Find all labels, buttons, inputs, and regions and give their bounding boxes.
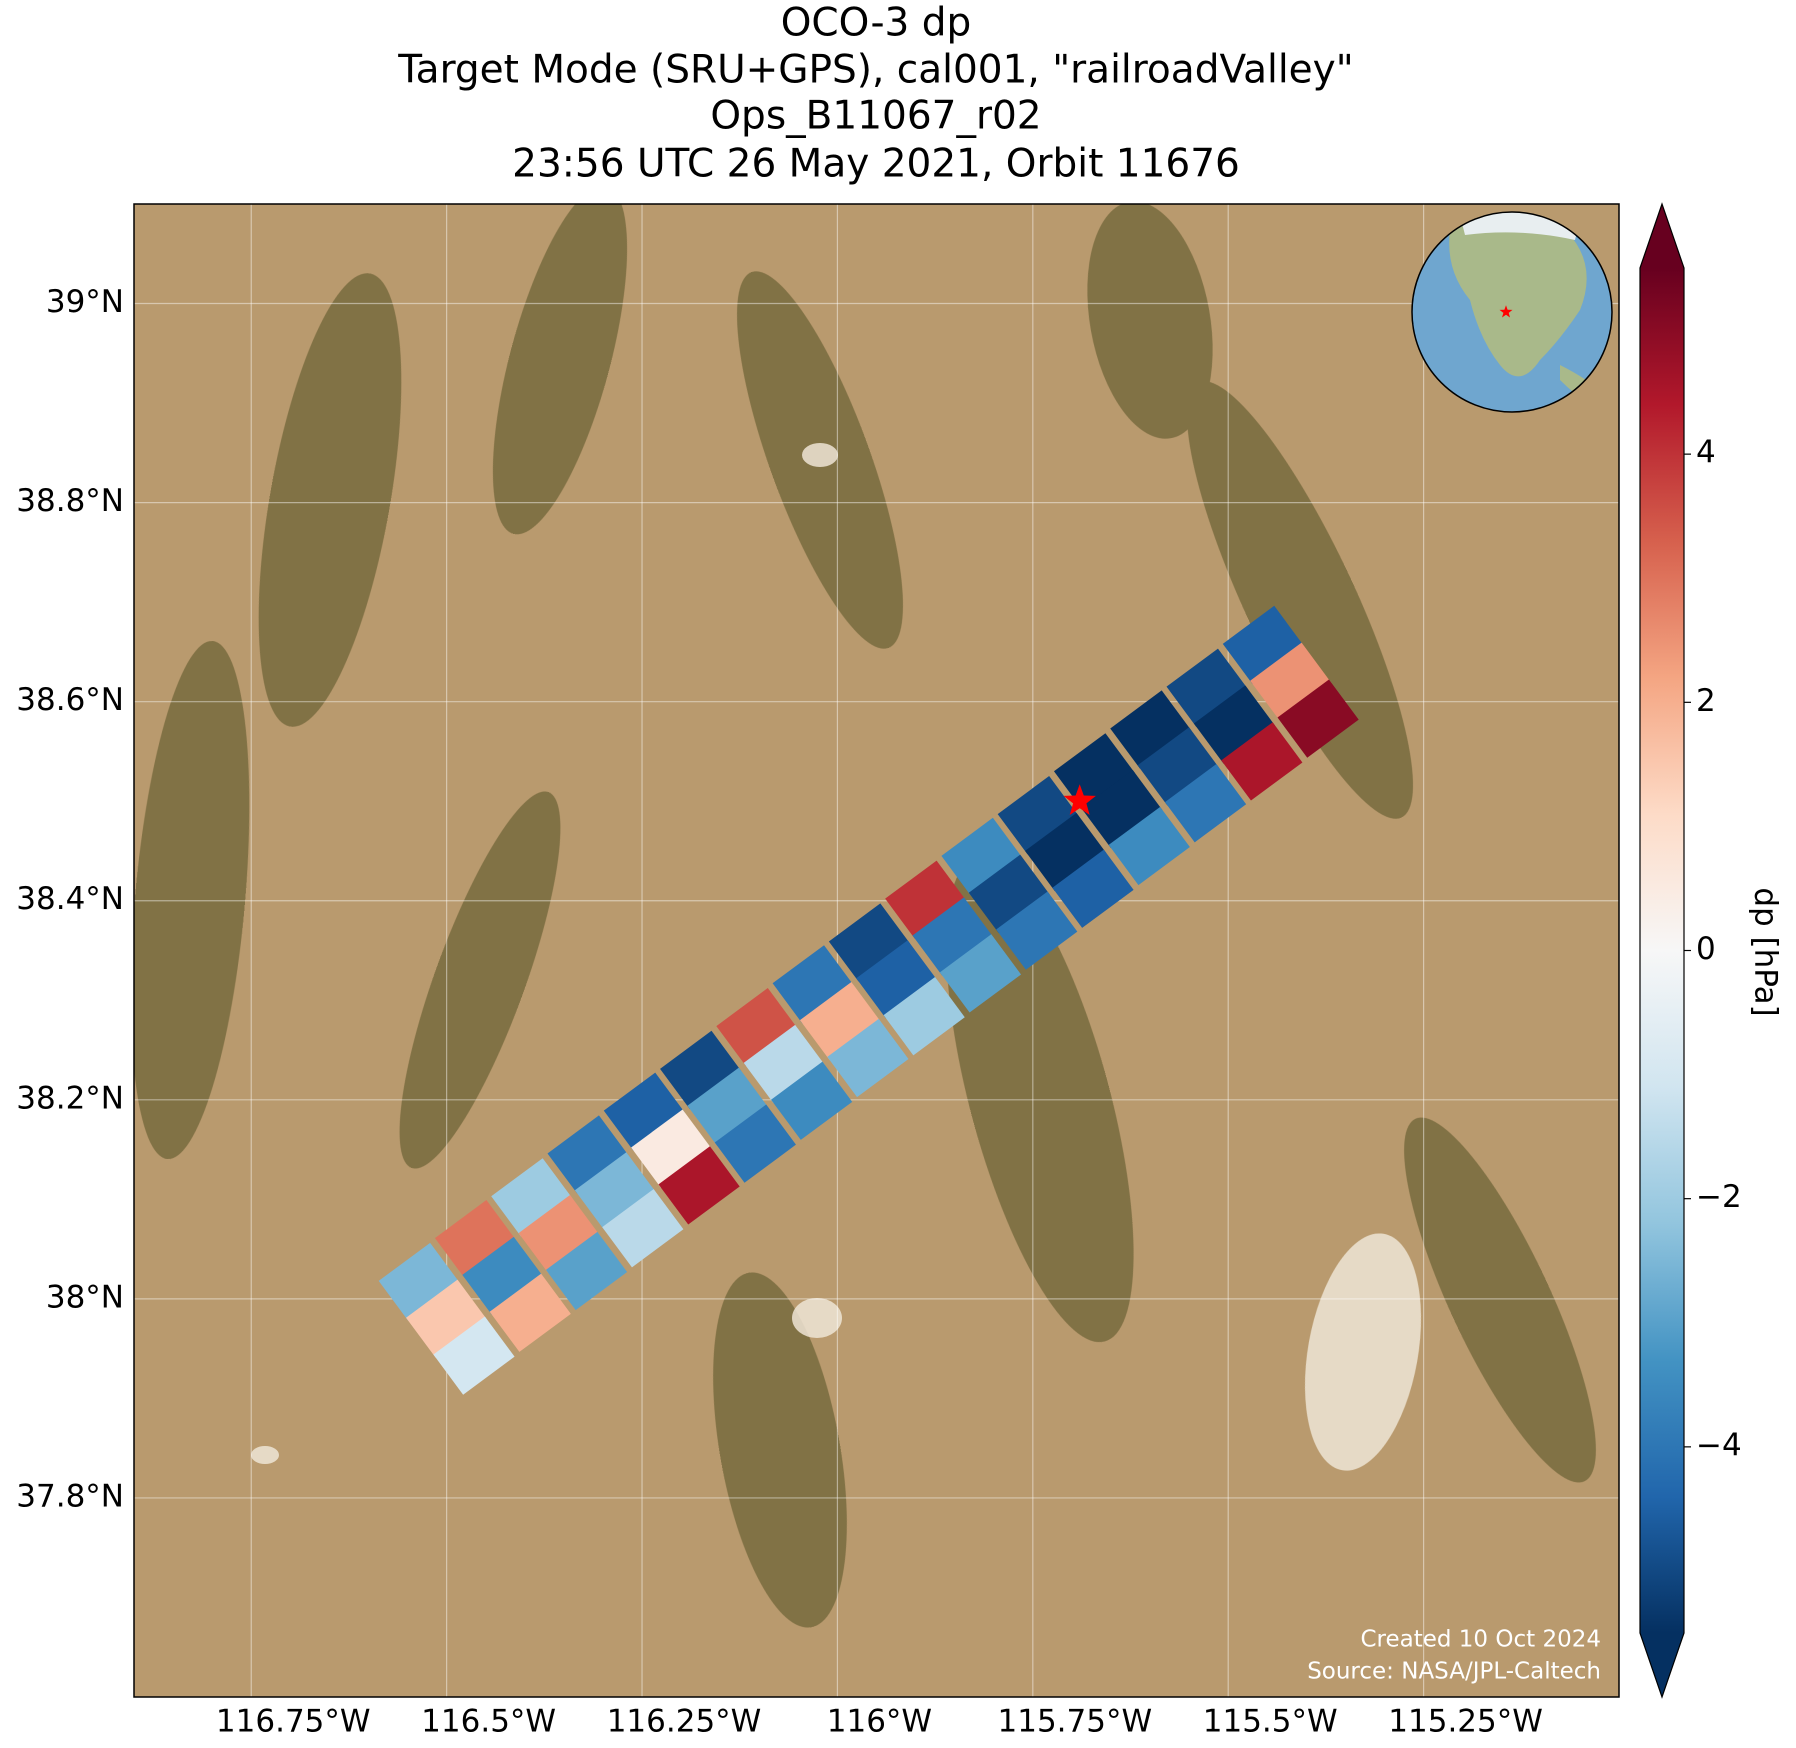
- mountains: [134, 204, 1596, 1628]
- sounding-cell: [406, 1279, 488, 1358]
- sounding-cell: [716, 988, 798, 1067]
- sounding-cell: [1052, 849, 1134, 928]
- y-tick-label: 38.4°N: [16, 881, 124, 917]
- sounding-cell: [518, 1195, 600, 1274]
- x-tick-label: 116.25°W: [607, 1704, 762, 1740]
- sounding-cell: [1166, 648, 1248, 727]
- sounding-cell: [491, 1158, 573, 1237]
- sounding-cell: [1110, 690, 1192, 769]
- sounding-cell: [660, 1030, 742, 1110]
- sounding-cell: [941, 817, 1023, 897]
- data-layer: [134, 204, 1619, 1697]
- y-tick-label: 37.8°N: [16, 1478, 124, 1514]
- sounding-cell: [885, 860, 967, 939]
- colorbar-extend-top: [1640, 204, 1684, 268]
- sounding-cell: [856, 940, 938, 1019]
- sounding-cell: [968, 854, 1050, 933]
- x-tick-label: 115.75°W: [998, 1704, 1153, 1740]
- colorbar-tick-label: 2: [1696, 683, 1716, 719]
- sounding-cell: [687, 1067, 769, 1146]
- y-tick-label: 38.6°N: [16, 682, 124, 718]
- x-tick-label: 116.5°W: [421, 1704, 556, 1740]
- sounding-cell: [1108, 806, 1190, 886]
- title-line: Ops_B11067_r02: [710, 94, 1041, 139]
- sounding-cell: [997, 776, 1079, 855]
- sounding-cell: [1053, 733, 1136, 812]
- sounding-cell: [827, 1018, 909, 1098]
- x-tick-label: 115.25°W: [1388, 1704, 1543, 1740]
- sounding-cell: [1222, 605, 1304, 685]
- y-tick-label: 38.2°N: [16, 1080, 124, 1116]
- title-line: 23:56 UTC 26 May 2021, Orbit 11676: [512, 142, 1240, 187]
- colorbar: [1640, 268, 1684, 1633]
- sounding-cell: [1164, 764, 1247, 843]
- sounding-cell: [1277, 679, 1359, 758]
- sounding-cell: [462, 1236, 544, 1316]
- colorbar-tick-label: 0: [1696, 931, 1716, 967]
- playas: [251, 443, 1422, 1471]
- basemap: [134, 204, 1619, 1697]
- sounding-cell: [772, 945, 854, 1024]
- sounding-cell: [545, 1231, 628, 1311]
- globe-land: [1449, 216, 1587, 377]
- x-tick-label: 116.75°W: [216, 1704, 371, 1740]
- sounding-cell: [433, 1316, 515, 1395]
- sounding-cell: [1221, 722, 1303, 801]
- sounding-cell: [658, 1146, 740, 1225]
- footer-text: Source: NASA/JPL-Caltech: [1307, 1659, 1601, 1685]
- sounding-cell: [1025, 812, 1107, 892]
- sounding-cell: [771, 1061, 853, 1140]
- sounding-cell: [799, 982, 882, 1061]
- colorbar-outline: [1639, 202, 1685, 1699]
- colorbar-tick-label: −2: [1696, 1179, 1742, 1215]
- sounding-cell: [574, 1152, 657, 1231]
- colorbar-label: dp [hPa]: [1748, 887, 1784, 1016]
- sounding-cell: [602, 1189, 684, 1268]
- x-tick-label: 116°W: [827, 1704, 932, 1740]
- sounding-cell: [714, 1104, 796, 1183]
- globe-site-star: [1499, 305, 1513, 318]
- sounding-cell: [743, 1024, 825, 1104]
- sounding-cell: [1137, 727, 1219, 806]
- sounding-cell: [828, 903, 911, 982]
- sounding-cell: [547, 1115, 629, 1194]
- sounding-cell: [1193, 685, 1276, 764]
- colorbar-extend-bottom: [1640, 1633, 1684, 1697]
- sounding-cell: [489, 1273, 571, 1352]
- sounding-cell: [631, 1109, 713, 1188]
- colorbar-tick-label: −4: [1696, 1427, 1742, 1463]
- y-tick-label: 38°N: [46, 1279, 124, 1315]
- axes-frame: [133, 203, 1620, 1698]
- site-star: [1063, 784, 1096, 815]
- sounding-cell: [603, 1072, 685, 1151]
- sounding-cell: [1250, 642, 1332, 721]
- title-line: Target Mode (SRU+GPS), cal001, "railroad…: [397, 48, 1353, 93]
- sounding-cell: [378, 1242, 460, 1322]
- title-line: OCO-3 dp: [781, 1, 972, 46]
- sounding-cell: [883, 977, 965, 1056]
- sounding-cell: [939, 934, 1022, 1013]
- x-tick-label: 115.5°W: [1203, 1704, 1338, 1740]
- sounding-cell: [1081, 770, 1163, 849]
- sounding-cell: [996, 891, 1078, 970]
- colorbar-tick-label: 4: [1696, 435, 1716, 471]
- globe-outline: [1411, 211, 1613, 413]
- sounding-cell: [434, 1200, 517, 1279]
- footer-text: Created 10 Oct 2024: [1360, 1627, 1601, 1653]
- y-tick-label: 38.8°N: [16, 483, 124, 519]
- sounding-cell: [912, 897, 994, 976]
- y-tick-label: 39°N: [46, 284, 124, 320]
